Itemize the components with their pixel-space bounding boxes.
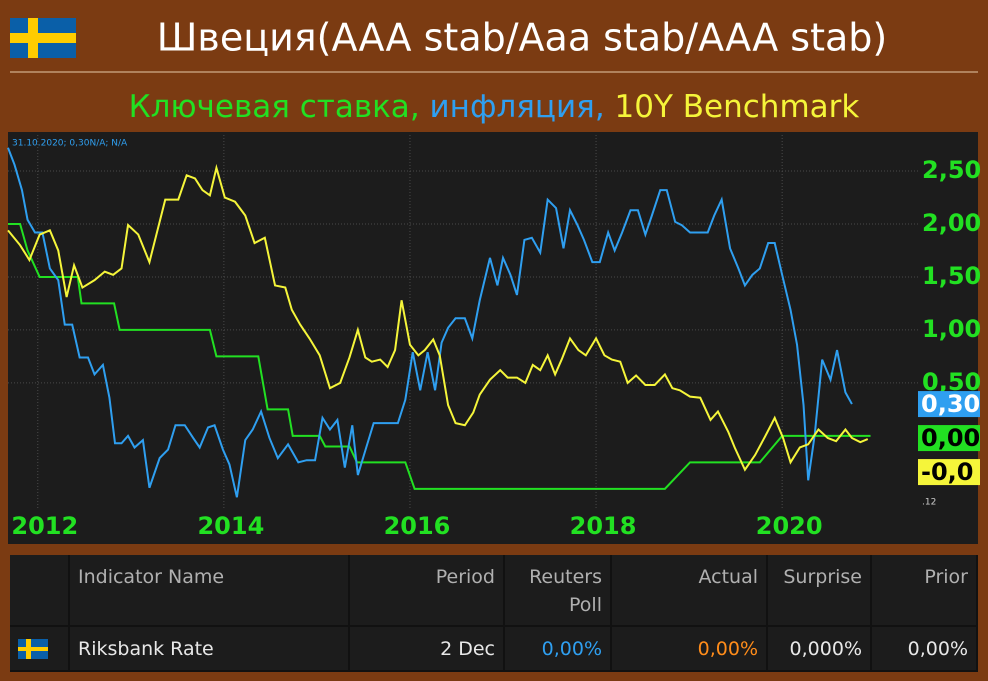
header-cell: Actual <box>612 555 766 625</box>
corner-note: .12 <box>922 498 936 508</box>
y-tick-label: 2,00 <box>922 209 981 237</box>
end-value-box <box>918 459 980 486</box>
x-tick-label: 2012 <box>11 512 78 540</box>
space <box>420 89 430 125</box>
end-value-label: 0,30 <box>921 390 980 418</box>
subtitle-part: Ключевая ставка <box>129 89 410 125</box>
table-cell: 0,00% <box>872 627 976 670</box>
table-cell: Riksbank Rate <box>70 627 348 670</box>
x-tick-label: 2020 <box>756 512 823 540</box>
end-value-label: 0,00 <box>921 424 980 452</box>
x-tick-label: 2016 <box>384 512 451 540</box>
y-tick-label: 1,50 <box>922 262 981 290</box>
subtitle-separator: , <box>595 89 605 125</box>
header-cell <box>10 555 68 625</box>
header-cell: Indicator Name <box>70 555 348 625</box>
subtitle-separator: , <box>410 89 420 125</box>
chart: Швеция(AAA stab/Aaa stab/AAA stab) Ключе… <box>7 16 981 544</box>
annotation: 31.10.2020; 0,30N/A; N/A <box>12 139 128 149</box>
chart-title: Швеция(AAA stab/Aaa stab/AAA stab) <box>157 16 887 60</box>
header-cell: Surprise <box>768 555 870 625</box>
end-value-box <box>918 425 980 452</box>
y-tick-label: 2,50 <box>922 156 981 184</box>
row-flag <box>10 627 68 670</box>
table-cell: 0,000% <box>768 627 870 670</box>
end-value-box <box>918 391 980 418</box>
table: Indicator Name Period Reuters Poll Actual Su… <box>10 555 978 672</box>
header-cell: Reuters Poll <box>505 555 610 625</box>
space <box>605 89 615 125</box>
series-line <box>7 147 853 498</box>
table-cell: 0,00% <box>612 627 766 670</box>
x-tick-label: 2018 <box>570 512 637 540</box>
subtitle-part: 10Y Benchmark <box>615 89 860 125</box>
y-tick-label: 1,00 <box>922 315 981 343</box>
series-line <box>7 163 869 472</box>
table-cell: 0,00% <box>505 627 610 670</box>
plot-background <box>8 132 978 544</box>
flag <box>18 639 48 659</box>
header-cell: Period <box>350 555 503 625</box>
table-cell: 2 Dec <box>350 627 503 670</box>
header-cell: Prior <box>872 555 976 625</box>
x-tick-label: 2014 <box>197 512 264 540</box>
end-value-label: -0,0 <box>921 458 973 486</box>
subtitle-part: инфляция <box>430 89 595 125</box>
chart-subtitle: Ключевая ставка, инфляция, 10Y Benchmark <box>129 89 860 125</box>
flag <box>10 18 76 58</box>
